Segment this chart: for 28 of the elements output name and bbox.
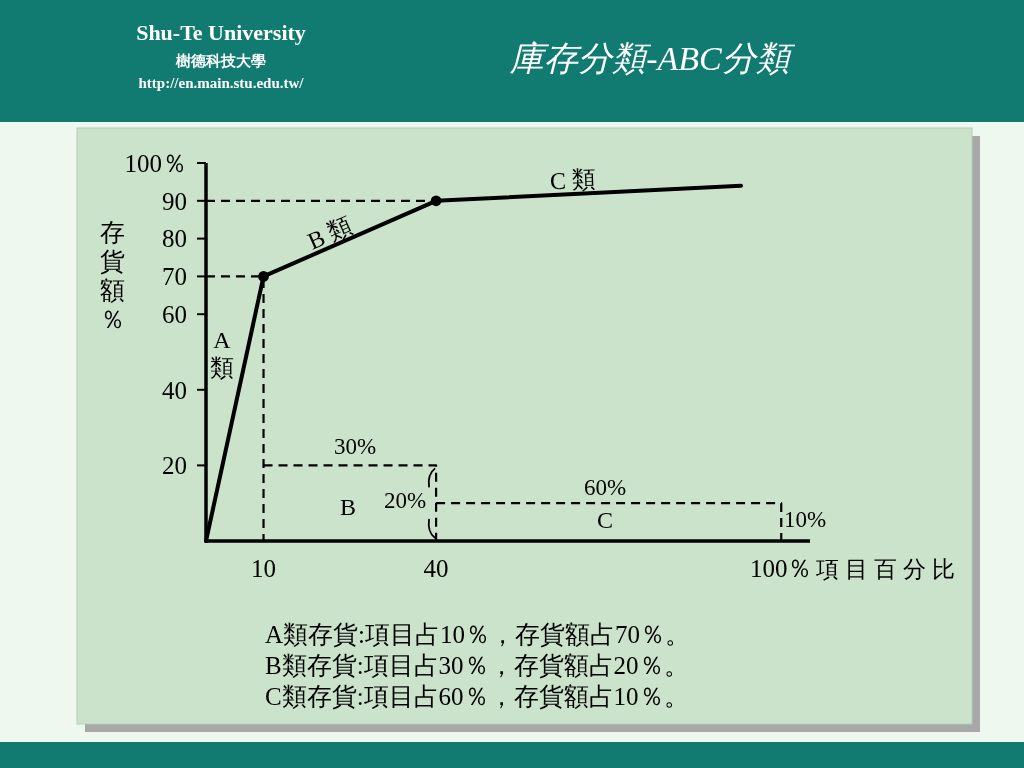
y-tick-label: 80 (162, 225, 187, 253)
annotation: B (339, 494, 357, 521)
text: http://en.main.stu.edu.tw/ (138, 75, 305, 91)
y-tick-label: 60 (162, 300, 187, 328)
annotation: 30% (333, 434, 377, 460)
text: A類存貨:項目占10％，存貨額占70％。 (265, 621, 690, 648)
x-axis-title: 項目百分比 (815, 557, 961, 582)
y-tick-label: 100％ (124, 149, 187, 177)
x-tick-label: 10 (251, 555, 277, 582)
text: C類存貨:項目占60％，存貨額占10％。 (265, 683, 689, 710)
x-tick-label: 100％ (749, 555, 813, 582)
annotation: C (596, 507, 614, 534)
text: 樹德科技大學 (175, 53, 266, 69)
y-tick-label: 20 (162, 452, 187, 480)
annotation: 20% (383, 488, 427, 514)
annotation: 60% (583, 475, 627, 501)
annotation: C 類 (549, 166, 597, 195)
chart-title: 庫存分類-ABC分類 (510, 40, 796, 77)
text: B類存貨:項目占30％，存貨額占20％。 (265, 652, 689, 679)
y-axis-title: 存貨額％ (99, 218, 125, 333)
text: Shu-Te University (136, 20, 306, 45)
x-tick-label: 40 (423, 555, 449, 582)
annotation: A 類 (210, 327, 234, 382)
annotation: 10% (783, 507, 827, 533)
annotation: B 類 (303, 212, 357, 255)
y-tick-label: 90 (162, 187, 187, 215)
y-tick-label: 70 (162, 263, 187, 291)
y-tick-label: 40 (162, 376, 187, 404)
